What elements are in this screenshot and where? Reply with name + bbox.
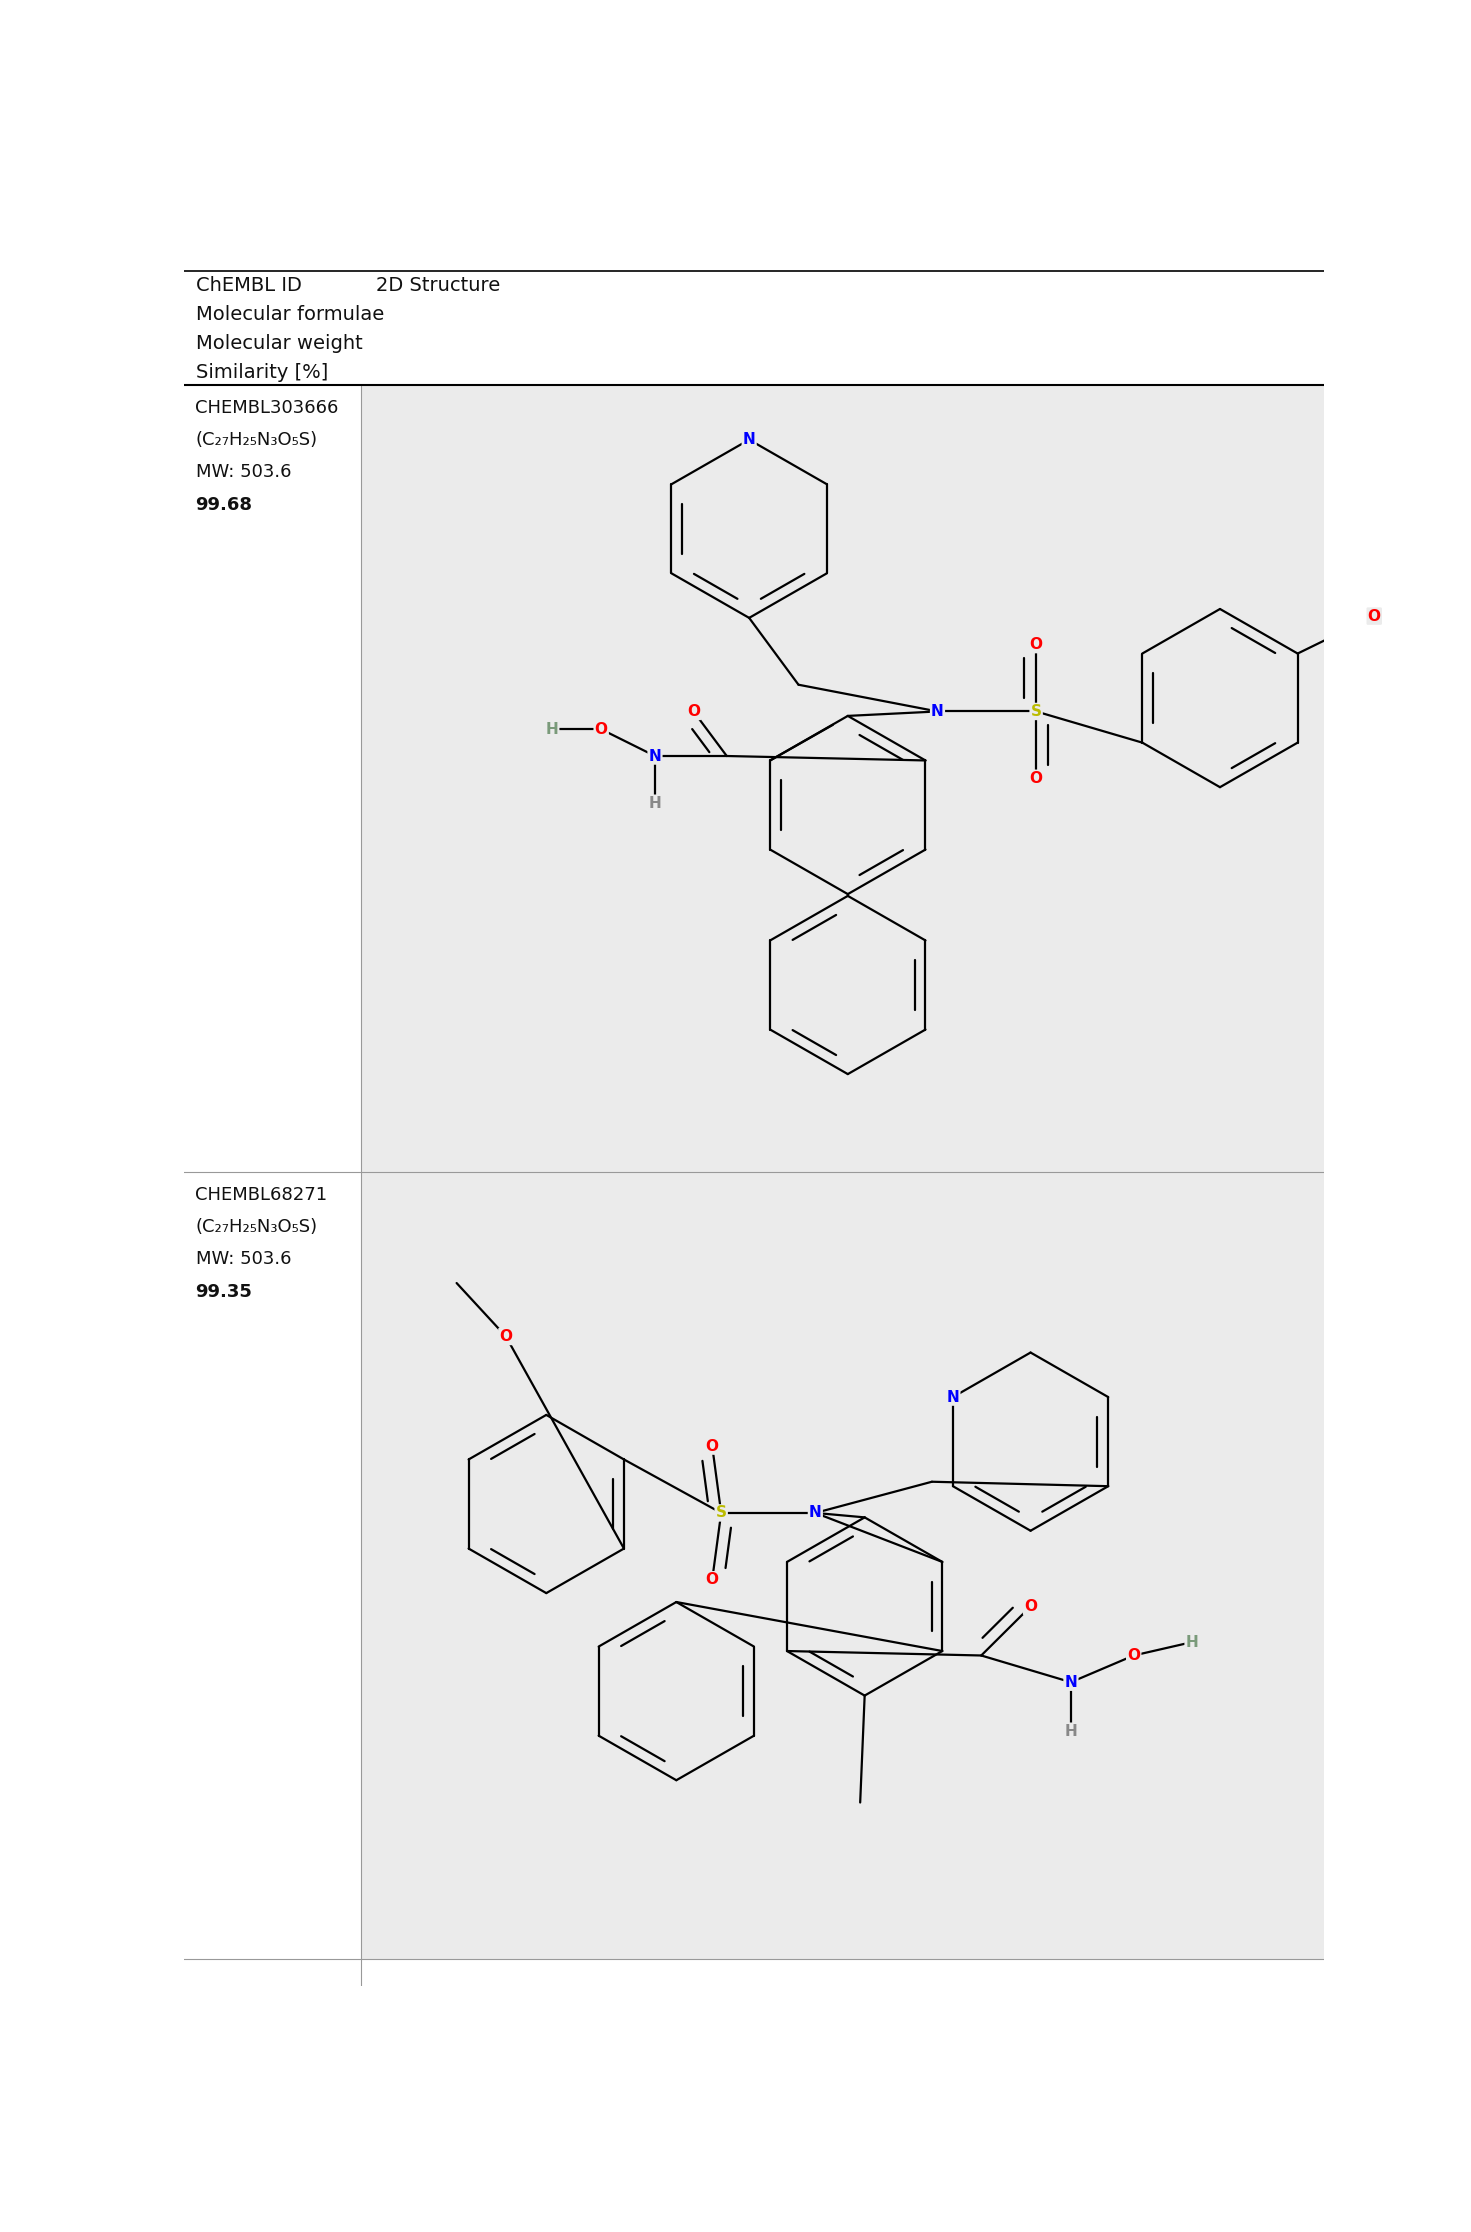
Text: S: S bbox=[716, 1504, 727, 1520]
Text: O: O bbox=[1127, 1647, 1140, 1663]
Text: N: N bbox=[931, 703, 944, 719]
Text: MW: 503.6: MW: 503.6 bbox=[196, 1250, 291, 1268]
Text: N: N bbox=[649, 748, 662, 763]
Text: H: H bbox=[649, 797, 662, 810]
Text: MW: 503.6: MW: 503.6 bbox=[196, 464, 291, 482]
Bar bbox=[366, 391, 1318, 1165]
Text: ChEMBL ID: ChEMBL ID bbox=[196, 275, 302, 295]
Bar bbox=[360, 384, 1324, 1172]
Text: O: O bbox=[687, 703, 700, 719]
Text: N: N bbox=[809, 1504, 822, 1520]
Text: 99.35: 99.35 bbox=[196, 1283, 253, 1301]
Text: N: N bbox=[1065, 1674, 1077, 1690]
Text: N: N bbox=[743, 433, 756, 446]
Text: O: O bbox=[706, 1571, 719, 1587]
Bar bbox=[366, 1178, 1318, 1953]
Text: Similarity [%]: Similarity [%] bbox=[196, 364, 328, 382]
Text: Molecular weight: Molecular weight bbox=[196, 335, 362, 353]
Text: O: O bbox=[1024, 1598, 1037, 1614]
Text: S: S bbox=[1031, 703, 1041, 719]
Text: CHEMBL68271: CHEMBL68271 bbox=[196, 1185, 328, 1203]
Text: CHEMBL303666: CHEMBL303666 bbox=[196, 400, 338, 417]
Text: (C₂₇H₂₅N₃O₅S): (C₂₇H₂₅N₃O₅S) bbox=[196, 1219, 318, 1237]
Text: (C₂₇H₂₅N₃O₅S): (C₂₇H₂₅N₃O₅S) bbox=[196, 431, 318, 449]
Text: O: O bbox=[1030, 770, 1043, 786]
Text: O: O bbox=[1368, 609, 1381, 623]
Text: H: H bbox=[546, 721, 558, 737]
Text: H: H bbox=[1186, 1634, 1199, 1649]
Text: Molecular formulae: Molecular formulae bbox=[196, 306, 384, 324]
Text: N: N bbox=[946, 1391, 959, 1404]
Text: 2D Structure: 2D Structure bbox=[377, 275, 500, 295]
Text: 99.68: 99.68 bbox=[196, 496, 253, 513]
Text: O: O bbox=[706, 1440, 719, 1453]
Text: O: O bbox=[500, 1328, 512, 1344]
Text: O: O bbox=[594, 721, 608, 737]
Text: O: O bbox=[1030, 636, 1043, 652]
Text: H: H bbox=[1065, 1723, 1077, 1739]
Bar bbox=[360, 1172, 1324, 1960]
